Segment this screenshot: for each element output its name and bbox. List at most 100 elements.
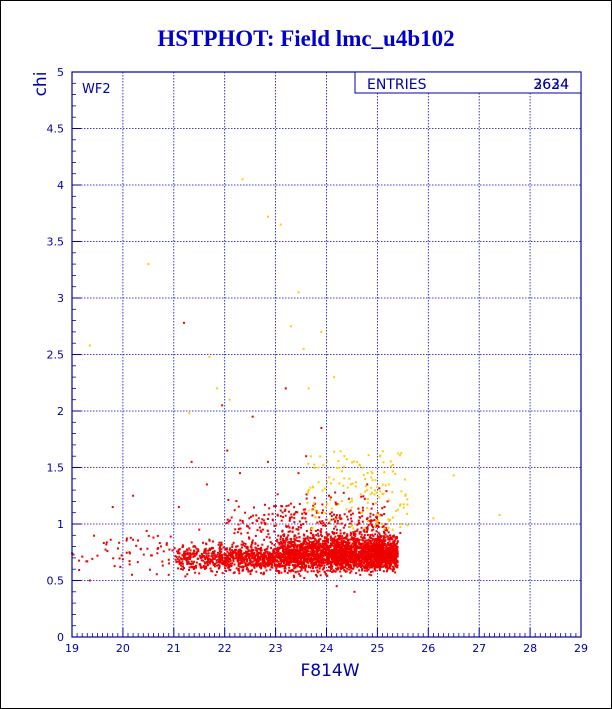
scatter-point	[183, 553, 186, 556]
scatter-point	[343, 551, 346, 554]
scatter-point	[205, 565, 208, 568]
scatter-point	[355, 556, 358, 559]
scatter-point	[295, 511, 298, 514]
scatter-point	[432, 517, 435, 520]
scatter-point	[224, 557, 227, 560]
scatter-point	[283, 539, 286, 542]
scatter-point	[361, 557, 364, 560]
scatter-point	[320, 426, 323, 429]
scatter-point	[326, 544, 329, 547]
scatter-point	[195, 552, 198, 555]
scatter-point	[296, 540, 299, 543]
scatter-point	[192, 562, 195, 565]
scatter-point	[349, 483, 352, 486]
scatter-point	[362, 529, 365, 532]
scatter-point	[307, 462, 310, 465]
scatter-point	[198, 572, 201, 575]
scatter-point	[183, 550, 186, 553]
scatter-point	[395, 542, 398, 545]
scatter-point	[333, 520, 336, 523]
scatter-point	[363, 552, 366, 555]
scatter-point	[387, 531, 390, 534]
scatter-point	[226, 557, 229, 560]
scatter-point	[186, 573, 189, 576]
scatter-point	[363, 566, 366, 569]
scatter-point	[366, 471, 369, 474]
scatter-point	[334, 535, 337, 538]
scatter-point	[317, 549, 320, 552]
scatter-point	[298, 550, 301, 553]
scatter-point	[255, 514, 258, 517]
scatter-point	[280, 519, 283, 522]
scatter-point	[392, 540, 395, 543]
scatter-point	[299, 557, 302, 560]
scatter-point	[360, 560, 363, 563]
scatter-point	[363, 556, 366, 559]
scatter-point	[313, 550, 316, 553]
scatter-point	[347, 563, 350, 566]
scatter-point	[235, 555, 238, 558]
scatter-point	[321, 568, 324, 571]
scatter-point	[288, 545, 291, 548]
scatter-point	[305, 493, 308, 496]
scatter-point	[291, 544, 294, 547]
scatter-point	[320, 564, 323, 567]
scatter-point	[220, 557, 223, 560]
scatter-point	[342, 565, 345, 568]
scatter-point	[385, 554, 388, 557]
scatter-point	[311, 508, 314, 511]
scatter-point	[312, 537, 315, 540]
scatter-point	[366, 520, 369, 523]
scatter-point	[394, 571, 397, 574]
scatter-point	[380, 549, 383, 552]
scatter-point	[266, 547, 269, 550]
scatter-point	[303, 556, 306, 559]
scatter-point	[375, 553, 378, 556]
scatter-point	[215, 570, 218, 573]
scatter-point	[313, 463, 316, 466]
scatter-point	[372, 535, 375, 538]
scatter-point	[327, 566, 330, 569]
scatter-point	[316, 529, 319, 532]
scatter-point	[325, 536, 328, 539]
scatter-point	[293, 576, 296, 579]
scatter-point	[396, 564, 399, 567]
scatter-point	[337, 552, 340, 555]
scatter-point	[377, 531, 380, 534]
scatter-point	[146, 547, 149, 550]
scatter-point	[206, 556, 209, 559]
scatter-point	[383, 550, 386, 553]
scatter-point	[292, 574, 295, 577]
scatter-point	[239, 519, 242, 522]
scatter-point	[257, 547, 260, 550]
scatter-point	[335, 514, 338, 517]
scatter-point	[268, 564, 271, 567]
scatter-point	[353, 549, 356, 552]
scatter-point	[312, 570, 315, 573]
scatter-point	[302, 554, 305, 557]
scatter-point	[242, 542, 245, 545]
scatter-point	[254, 564, 257, 567]
scatter-point	[358, 538, 361, 541]
scatter-point	[211, 552, 214, 555]
scatter-point	[212, 554, 215, 557]
scatter-point	[246, 554, 249, 557]
scatter-point	[265, 535, 268, 538]
scatter-point	[304, 539, 307, 542]
scatter-point	[240, 543, 243, 546]
scatter-point	[232, 551, 235, 554]
scatter-point	[352, 536, 355, 539]
scatter-point	[233, 563, 236, 566]
scatter-point	[370, 507, 373, 510]
scatter-point	[299, 545, 302, 548]
scatter-point	[340, 575, 343, 578]
scatter-point	[257, 557, 260, 560]
scatter-point	[260, 566, 263, 569]
scatter-point	[339, 534, 342, 537]
scatter-point	[394, 559, 397, 562]
scatter-point	[323, 551, 326, 554]
scatter-point	[313, 501, 316, 504]
scatter-point	[361, 466, 364, 469]
scatter-point	[328, 550, 331, 553]
